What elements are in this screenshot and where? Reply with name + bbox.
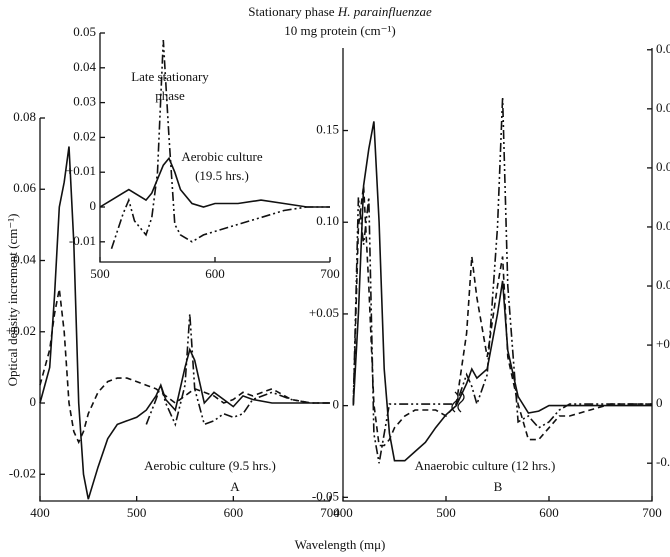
y-tick-label: 0.15 <box>316 122 339 137</box>
series-line <box>110 39 330 250</box>
annotation: Late stationary <box>131 69 209 84</box>
y-tick-label: 0 <box>656 395 663 410</box>
title: Stationary phase H. parainfluenzae <box>248 4 432 19</box>
x-tick-label: 700 <box>320 266 340 281</box>
y-tick-label: -0.05 <box>312 488 339 503</box>
annotation: Aerobic culture (9.5 hrs.) <box>144 458 276 473</box>
axes <box>342 48 653 502</box>
x-tick-label: 600 <box>224 505 244 520</box>
y-tick-label: 0 <box>333 397 340 412</box>
y-tick-label: +0.01 <box>66 163 96 178</box>
y-tick-label: +0.05 <box>309 305 339 320</box>
x-tick-label: 500 <box>127 505 147 520</box>
y-tick-label: 0.10 <box>316 213 339 228</box>
annotation: Aerobic culture <box>181 149 262 164</box>
y-tick-label: 0.02 <box>656 277 670 292</box>
y-tick-label: -0.02 <box>9 465 36 480</box>
title-text: Stationary phase <box>248 4 335 19</box>
axes <box>99 33 330 263</box>
series-line <box>39 288 330 445</box>
y-axis-label: Optical density increment (cm⁻¹) <box>5 214 20 387</box>
x-tick-label: 400 <box>333 505 353 520</box>
y-tick-label: 0.04 <box>73 59 96 74</box>
y-tick-label: 0.02 <box>73 128 96 143</box>
y-tick-label: 0.06 <box>13 180 36 195</box>
y-tick-label: 0.04 <box>656 159 670 174</box>
y-tick-label: 0.03 <box>73 94 96 109</box>
series-line <box>99 156 330 208</box>
series-line <box>39 146 330 500</box>
x-tick-label: 700 <box>320 505 340 520</box>
series-line <box>145 313 330 427</box>
series-line <box>352 185 652 447</box>
x-tick-label: 600 <box>205 266 225 281</box>
y-tick-label: -0.01 <box>69 233 96 248</box>
y-tick-label: 0 <box>90 198 97 213</box>
annotation: Anaerobic culture (12 hrs.) <box>415 458 556 473</box>
y-tick-label: +0.02 <box>6 323 36 338</box>
x-tick-label: 700 <box>642 505 662 520</box>
title-organism: H. parainfluenzae <box>337 4 432 19</box>
y-tick-label: 0.03 <box>656 218 670 233</box>
y-tick-label: 0.06 <box>656 41 670 56</box>
x-tick-label: 500 <box>436 505 456 520</box>
x-axis-label: Wavelength (mμ) <box>295 537 386 552</box>
x-tick-label: 600 <box>539 505 559 520</box>
y-tick-label: 0.08 <box>13 109 36 124</box>
annotation: B <box>494 479 503 494</box>
annotation: (19.5 hrs.) <box>195 168 249 183</box>
series-line <box>352 96 652 464</box>
y-tick-label: 0.05 <box>656 100 670 115</box>
x-tick-label: 500 <box>90 266 110 281</box>
y-tick-label: +0.01 <box>656 336 670 351</box>
annotation: phase <box>155 88 185 103</box>
y-tick-label: 0.04 <box>13 251 36 266</box>
y-tick-label: 0.05 <box>73 24 96 39</box>
y-tick-label: -0.01 <box>656 454 670 469</box>
series-line <box>352 121 652 462</box>
subtitle: 10 mg protein (cm⁻¹) <box>284 23 395 38</box>
x-tick-label: 400 <box>30 505 50 520</box>
annotation: A <box>230 479 240 494</box>
y-tick-label: 0 <box>30 394 37 409</box>
